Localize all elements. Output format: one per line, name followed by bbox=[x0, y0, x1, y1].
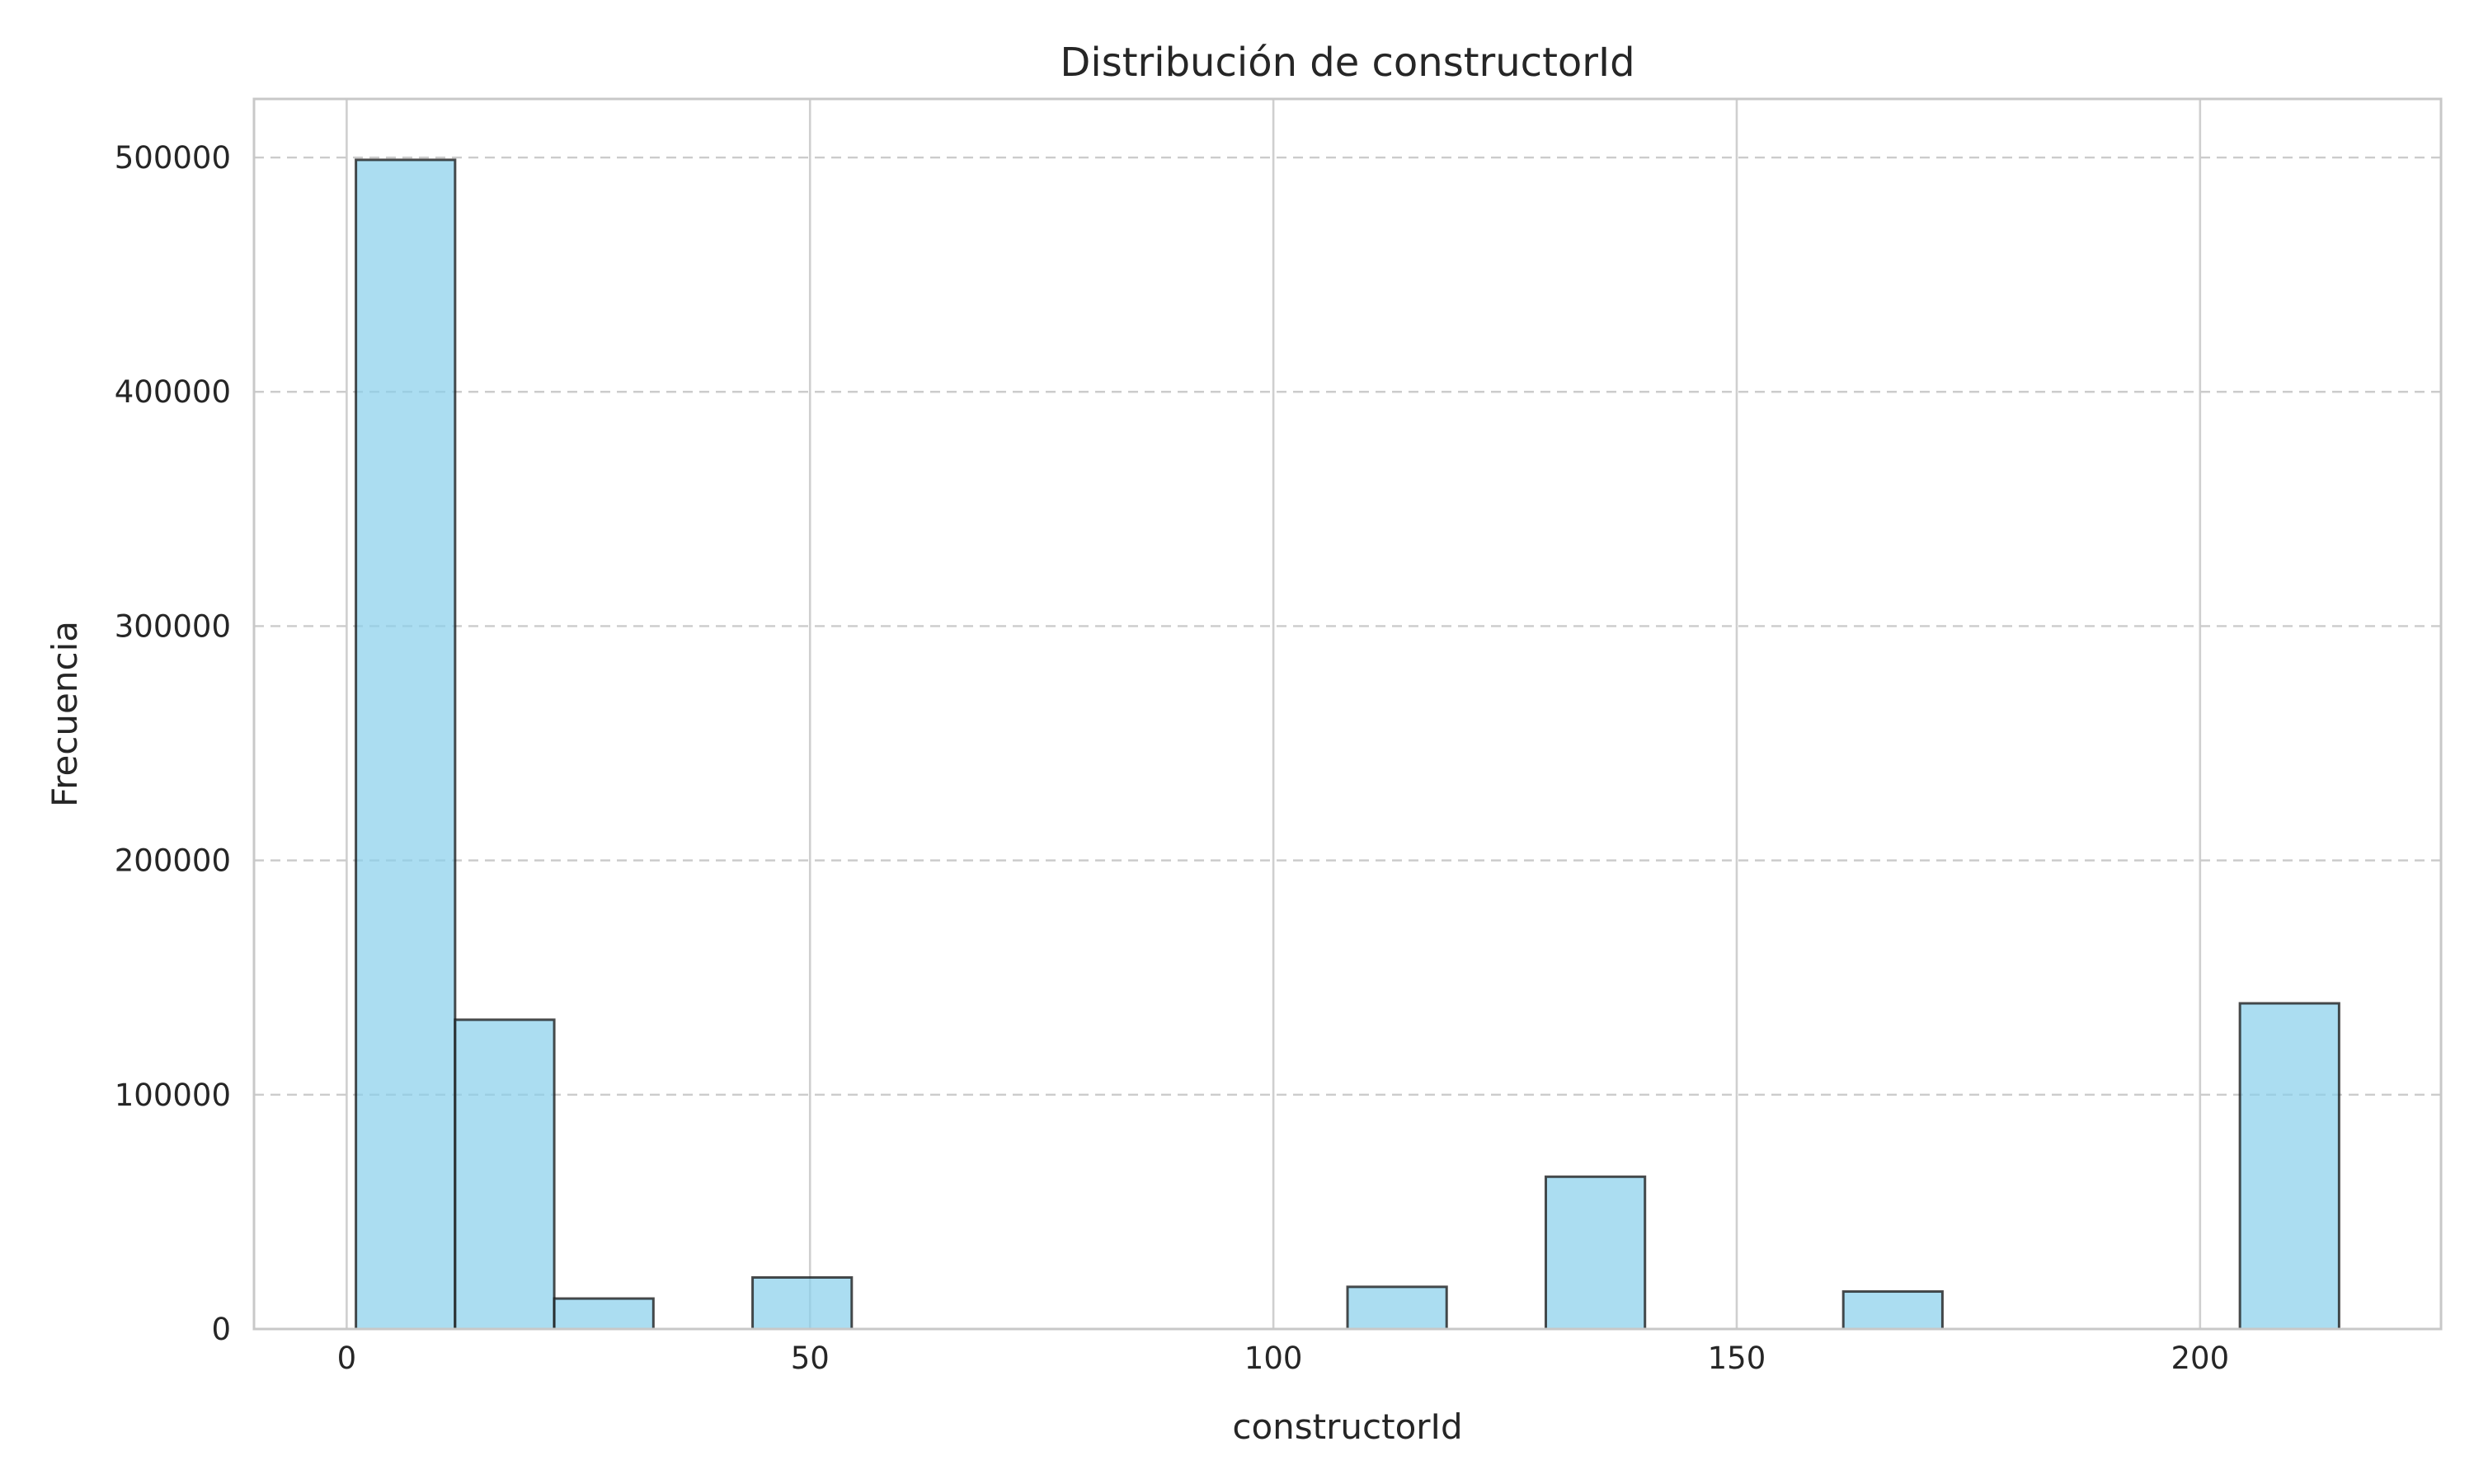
y-tick-label: 500000 bbox=[115, 140, 231, 176]
histogram-bar bbox=[1841, 1290, 1944, 1331]
chart-title: Distribución de constructorId bbox=[1060, 40, 1634, 86]
y-tick-label: 0 bbox=[211, 1312, 231, 1347]
x-tick-label: 100 bbox=[1244, 1341, 1303, 1376]
plot-frame bbox=[252, 97, 2443, 1331]
histogram-bar bbox=[553, 1297, 655, 1331]
y-tick-label: 100000 bbox=[115, 1078, 231, 1113]
y-tick-label: 200000 bbox=[115, 843, 231, 879]
y-tick-label: 300000 bbox=[115, 608, 231, 644]
grid bbox=[254, 99, 2441, 1329]
histogram-bar bbox=[1544, 1175, 1647, 1331]
x-tick-label: 0 bbox=[337, 1341, 357, 1376]
x-tick-label: 50 bbox=[791, 1341, 830, 1376]
y-tick-label: 400000 bbox=[115, 374, 231, 410]
tick-labels: 0 50 100 150 200 0 100000 200000 300000 400000 500… bbox=[115, 140, 2229, 1376]
y-axis-label: Frecuencia bbox=[45, 621, 85, 807]
histogram-bar bbox=[454, 1018, 556, 1331]
histogram-bar bbox=[2238, 1002, 2340, 1331]
histogram-bar bbox=[751, 1275, 854, 1331]
x-axis-label: constructorId bbox=[1232, 1407, 1462, 1447]
x-tick-label: 200 bbox=[2171, 1341, 2230, 1376]
histogram-bars bbox=[355, 158, 2340, 1331]
x-tick-label: 150 bbox=[1708, 1341, 1766, 1376]
histogram-bar bbox=[1346, 1285, 1448, 1331]
histogram-bar bbox=[355, 158, 457, 1331]
